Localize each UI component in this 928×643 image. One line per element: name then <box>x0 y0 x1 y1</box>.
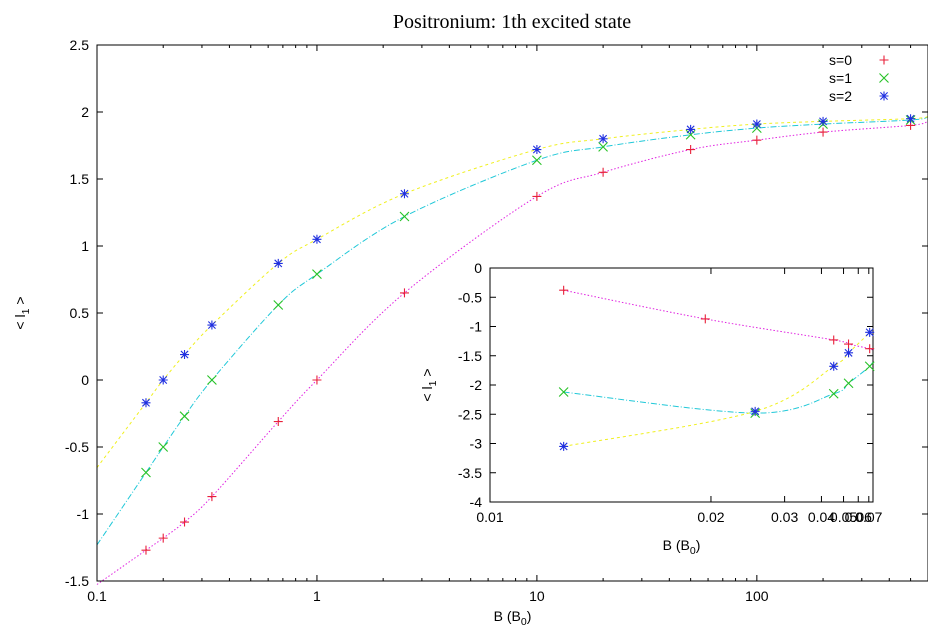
data-point-series1 <box>158 442 169 452</box>
data-point-series1 <box>141 467 151 478</box>
y-tick-label: 1 <box>81 238 89 254</box>
x-tick-label: 0.1 <box>87 588 107 604</box>
data-point-series2 <box>686 124 696 134</box>
legend: s=0 s=1 s=2 <box>829 52 889 104</box>
x-tick-label: 0.01 <box>476 509 503 525</box>
y-tick-label: -1 <box>77 506 90 522</box>
data-point-series1 <box>179 411 190 422</box>
data-point-series0 <box>158 533 168 543</box>
data-point-series0 <box>399 288 409 298</box>
data-point-series0 <box>141 545 151 555</box>
data-point-series2 <box>180 350 190 360</box>
y-axis-label: < l1 > <box>12 296 32 329</box>
data-point-series0 <box>865 344 875 354</box>
y-tick-label: -4 <box>470 494 483 510</box>
data-point-series2 <box>865 327 875 337</box>
y-tick-label: -2 <box>470 377 483 393</box>
y-tick-label: -2.5 <box>458 406 482 422</box>
y-tick-label: 2 <box>81 104 89 120</box>
x-tick-label: 0.04 <box>808 509 835 525</box>
data-point-series2 <box>818 116 828 126</box>
y-tick-label: 1.5 <box>70 171 90 187</box>
data-point-series1 <box>598 141 608 152</box>
data-point-series2 <box>559 441 569 451</box>
y-tick-label: -3 <box>470 436 483 452</box>
data-point-series0 <box>700 314 710 324</box>
data-point-series2 <box>752 119 762 129</box>
x-tick-label: 0.02 <box>697 509 724 525</box>
data-point-series2 <box>141 398 151 408</box>
data-point-series2 <box>207 320 217 330</box>
legend-label-0: s=0 <box>829 52 852 68</box>
data-point-series0 <box>752 135 762 145</box>
data-point-series2 <box>598 134 608 144</box>
legend-label-2: s=2 <box>829 88 852 104</box>
y-tick-label: 0 <box>81 372 89 388</box>
data-point-series0 <box>559 285 569 295</box>
y-tick-label: -0.5 <box>65 439 89 455</box>
data-point-series1 <box>273 300 284 310</box>
y-tick-label: 2.5 <box>70 37 90 53</box>
y-tick-label: -1 <box>470 319 483 335</box>
data-point-series2 <box>906 114 916 124</box>
data-point-series1 <box>558 387 569 397</box>
data-point-series1 <box>864 361 875 372</box>
x-tick-label: 10 <box>529 588 545 604</box>
data-point-series0 <box>273 417 283 427</box>
x-axis-label: B (B0) <box>663 537 701 557</box>
data-point-series2 <box>532 145 542 155</box>
fit-curve-0 <box>96 120 928 585</box>
data-point-series1 <box>828 388 839 399</box>
legend-marker-1 <box>879 73 889 83</box>
data-point-series1 <box>532 155 542 166</box>
y-tick-label: -1.5 <box>458 348 482 364</box>
legend-marker-2 <box>879 91 889 101</box>
x-tick-label: 0.07 <box>855 509 882 525</box>
legend-marker-0 <box>879 55 889 65</box>
data-point-series2 <box>158 375 168 385</box>
y-tick-label: -0.5 <box>458 289 482 305</box>
data-point-series1 <box>207 375 217 385</box>
data-point-series0 <box>844 339 854 349</box>
main-plot: -1.5 -1 -0.5 0 0.5 1 1.5 2 2.5 0.1 1 10 100 B (B0) < l… <box>12 37 928 628</box>
x-tick-label: 0.06 <box>845 509 872 525</box>
data-point-series0 <box>312 375 322 385</box>
data-point-series1 <box>843 378 854 389</box>
data-point-series0 <box>207 492 217 502</box>
y-tick-label: 0 <box>474 260 482 276</box>
data-point-series0 <box>818 127 828 137</box>
data-point-series2 <box>399 189 409 199</box>
data-point-series1 <box>312 269 322 280</box>
data-point-series1 <box>399 211 410 222</box>
data-point-series2 <box>750 406 760 416</box>
x-tick-label: 1 <box>313 588 321 604</box>
data-point-series0 <box>180 517 190 527</box>
x-tick-label: 0.03 <box>771 509 798 525</box>
data-point-series0 <box>686 145 696 155</box>
data-point-series0 <box>598 167 608 177</box>
x-tick-label: 100 <box>745 588 769 604</box>
data-point-series2 <box>844 348 854 358</box>
y-tick-label: -3.5 <box>458 465 482 481</box>
data-point-series0 <box>532 191 542 201</box>
data-point-series2 <box>829 361 839 371</box>
data-point-series2 <box>312 234 322 244</box>
x-tick-label: 0.05 <box>830 509 857 525</box>
inset-plot: 0 -0.5 -1 -1.5 -2 -2.5 -3 -3.5 -40.01 0.02 0.03 0.0… <box>419 260 883 557</box>
data-point-series2 <box>273 258 283 268</box>
x-axis-label: B (B0) <box>494 608 532 628</box>
fit-curve-1 <box>96 116 928 546</box>
fit-curve-2 <box>96 116 928 468</box>
legend-label-1: s=1 <box>829 70 852 86</box>
y-tick-label: -1.5 <box>65 573 89 589</box>
y-tick-label: 0.5 <box>70 305 90 321</box>
chart-title: Positronium: 1th excited state <box>393 11 631 33</box>
y-axis-label: < l1 > <box>419 368 439 401</box>
data-point-series0 <box>829 335 839 345</box>
